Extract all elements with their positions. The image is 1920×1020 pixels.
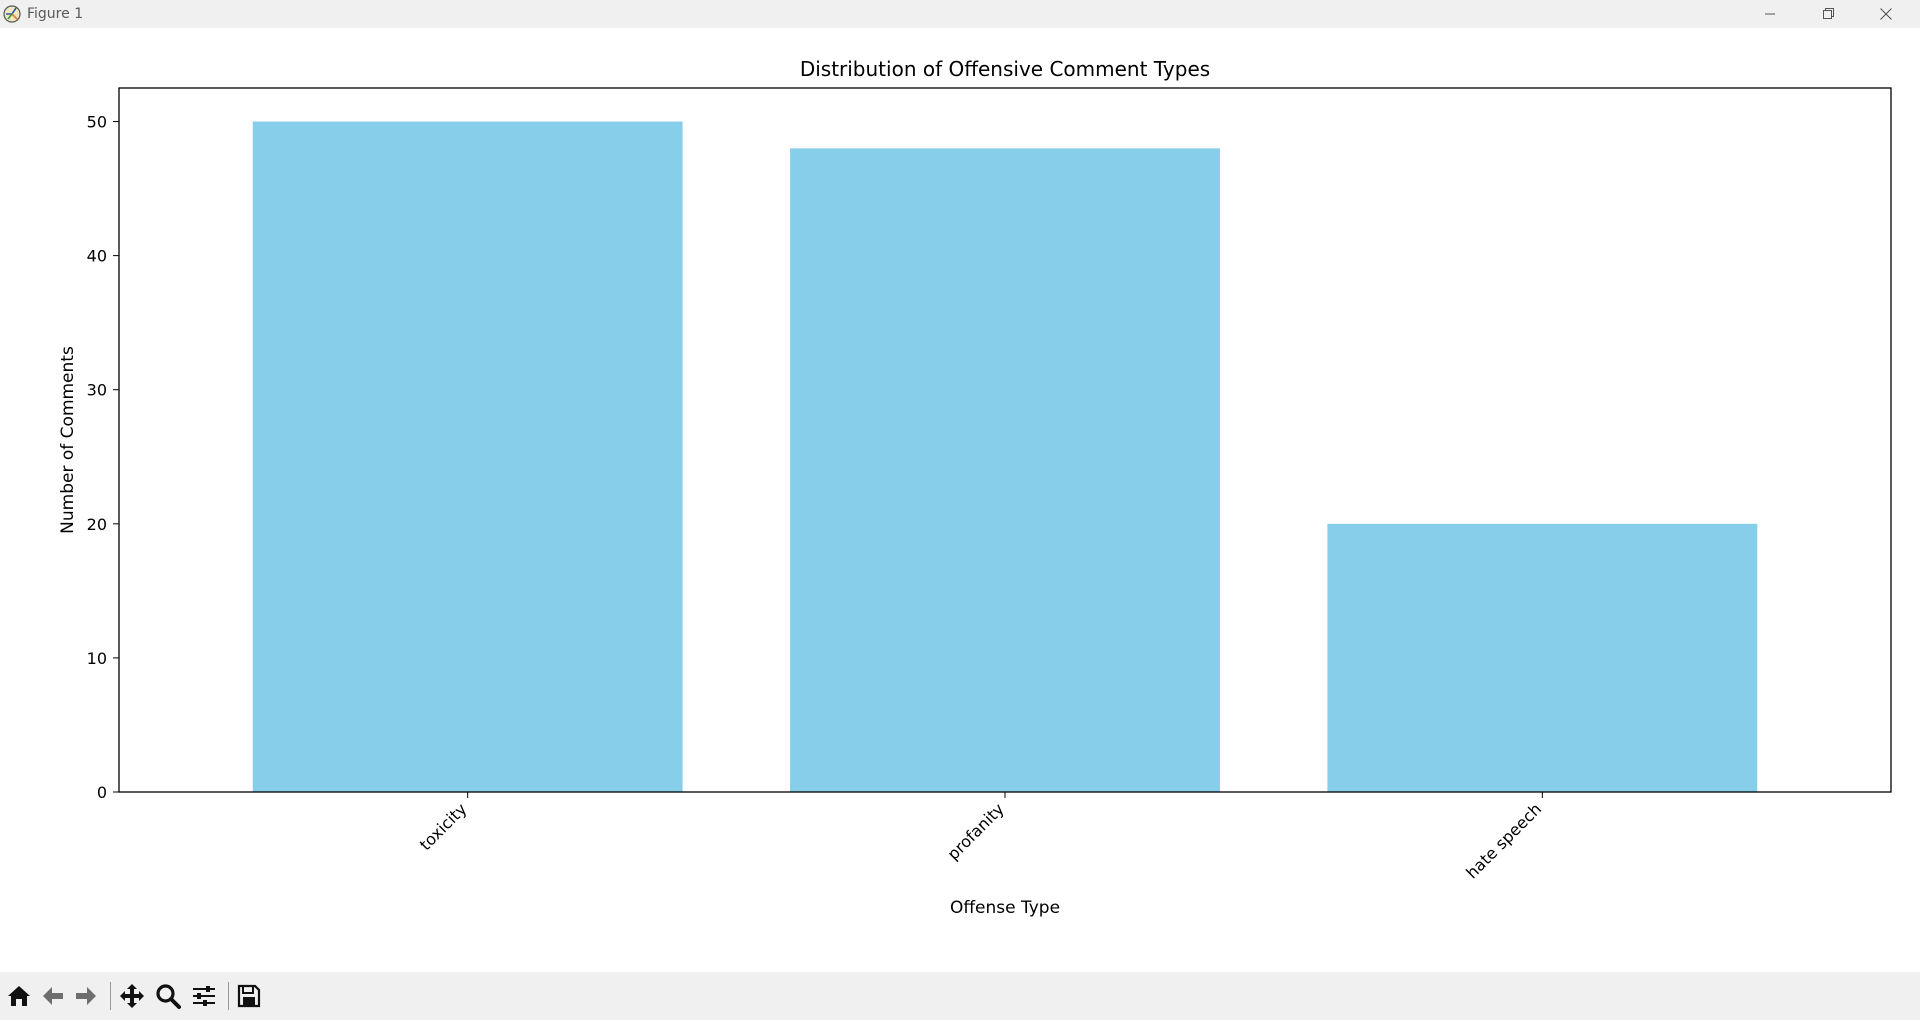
forward-button[interactable] xyxy=(70,980,102,1012)
x-tick-label: toxicity xyxy=(416,799,471,854)
configure-subplots-button[interactable] xyxy=(188,980,220,1012)
y-axis-label: Number of Comments xyxy=(58,346,78,534)
minimize-button[interactable] xyxy=(1742,0,1798,28)
home-icon xyxy=(8,986,30,1006)
y-tick-label: 10 xyxy=(87,649,107,668)
chart-title: Distribution of Offensive Comment Types xyxy=(800,57,1210,81)
y-axis: 0 10 20 30 40 50 xyxy=(87,113,119,802)
maximize-icon xyxy=(1823,8,1834,19)
maximize-button[interactable] xyxy=(1800,0,1856,28)
y-tick-label: 50 xyxy=(87,113,107,132)
toolbar-separator xyxy=(228,982,229,1010)
x-tick-label: profanity xyxy=(944,799,1008,863)
pan-button[interactable] xyxy=(116,980,148,1012)
y-tick-label: 30 xyxy=(87,381,107,400)
back-button[interactable] xyxy=(37,980,69,1012)
close-icon xyxy=(1880,8,1892,20)
window-titlebar: Figure 1 xyxy=(0,0,1920,28)
toolbar-separator xyxy=(110,982,111,1010)
app-icon xyxy=(3,5,21,23)
bar xyxy=(252,121,683,793)
configure-subplots-icon xyxy=(193,986,215,1006)
navigation-toolbar xyxy=(0,972,1920,1020)
x-axis-label: Offense Type xyxy=(950,898,1060,918)
forward-icon xyxy=(76,987,96,1005)
pan-icon xyxy=(120,984,144,1008)
x-tick-label: hate speech xyxy=(1462,799,1545,882)
save-button[interactable] xyxy=(233,980,265,1012)
bars xyxy=(252,121,1758,793)
zoom-icon xyxy=(156,984,181,1009)
zoom-button[interactable] xyxy=(152,980,184,1012)
home-button[interactable] xyxy=(3,980,35,1012)
y-tick-label: 0 xyxy=(97,783,107,802)
close-button[interactable] xyxy=(1858,0,1914,28)
y-tick-label: 40 xyxy=(87,247,107,266)
back-icon xyxy=(43,987,63,1005)
save-icon xyxy=(237,984,261,1008)
bar xyxy=(1327,523,1758,792)
window-title: Figure 1 xyxy=(27,6,84,22)
y-tick-label: 20 xyxy=(87,515,107,534)
minimize-icon xyxy=(1765,13,1775,15)
figure-canvas[interactable]: Distribution of Offensive Comment Types … xyxy=(0,28,1920,972)
bar-chart: Distribution of Offensive Comment Types … xyxy=(58,57,1892,918)
bar xyxy=(790,148,1220,792)
x-axis: toxicity profanity hate speech xyxy=(416,792,1545,882)
